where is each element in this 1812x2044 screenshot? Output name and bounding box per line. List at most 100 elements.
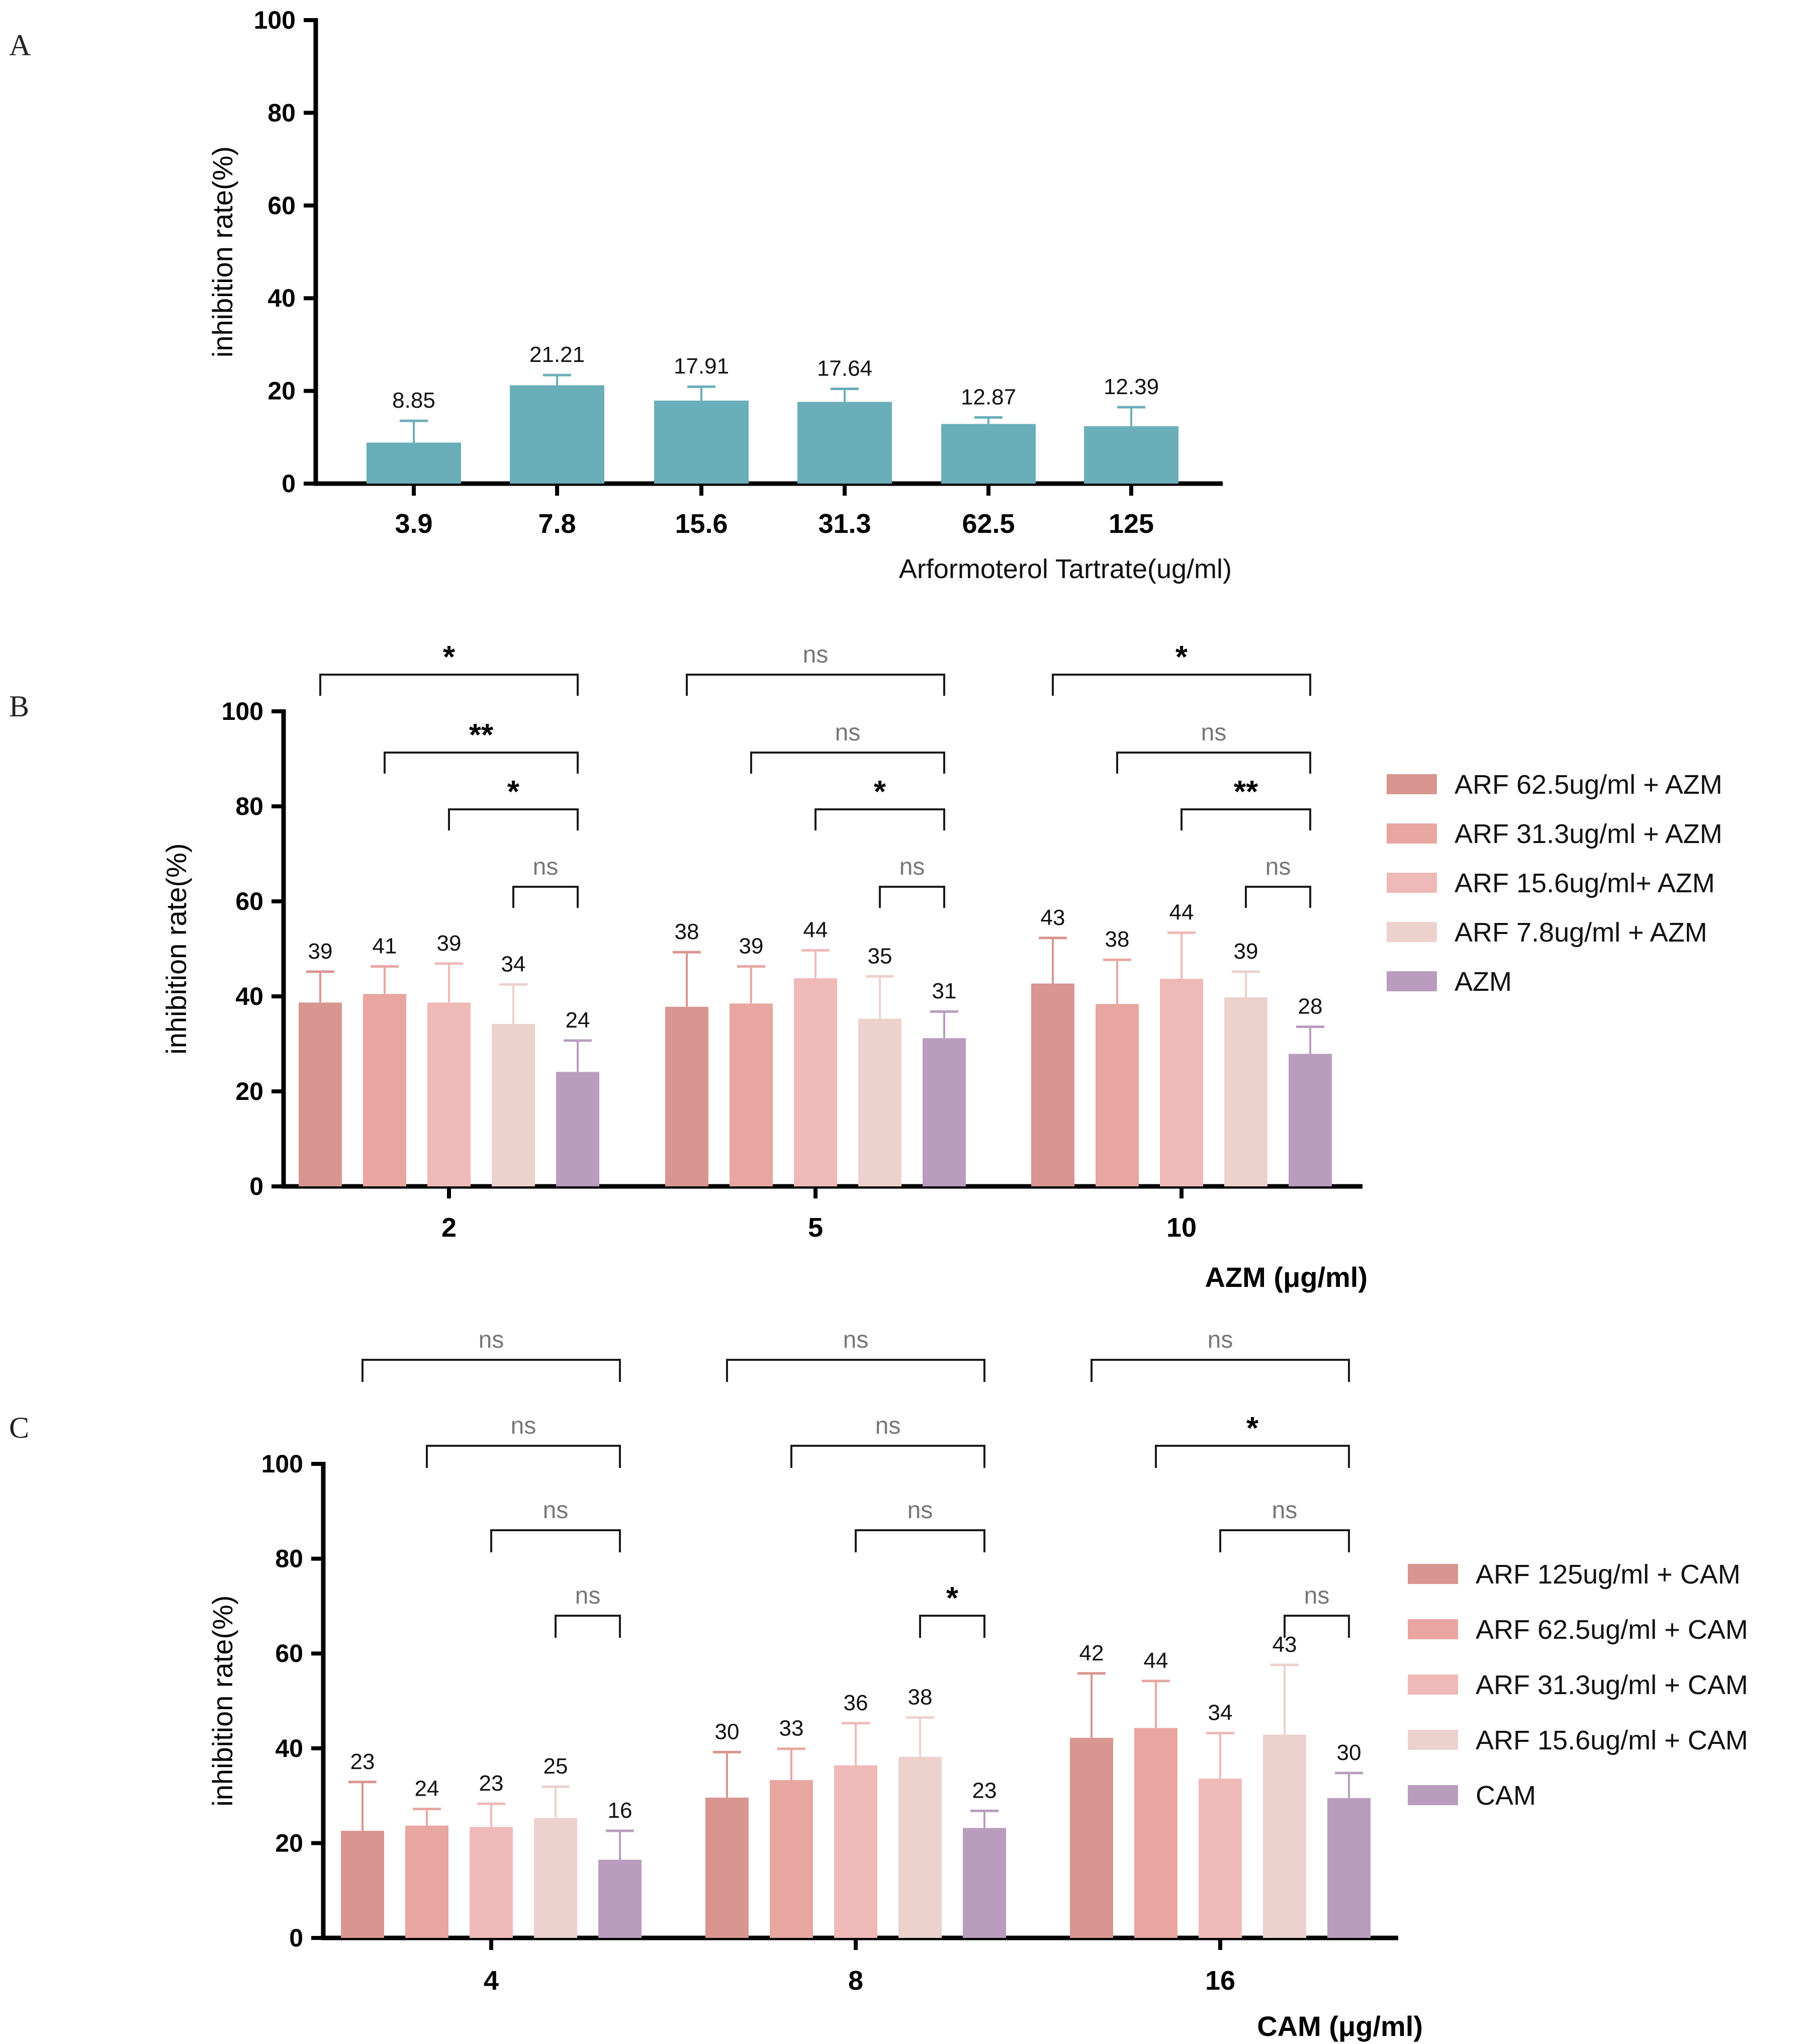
panel-letter: A: [9, 29, 31, 62]
legend-swatch: [1387, 922, 1437, 942]
bar: [492, 1024, 535, 1186]
bar: [1289, 1054, 1332, 1186]
data-label: 24: [566, 1008, 590, 1033]
significance-label: ns: [908, 1497, 933, 1524]
legend-label: ARF 125ug/ml + CAM: [1476, 1559, 1741, 1590]
significance-bracket: [790, 1445, 985, 1468]
legend-swatch: [1408, 1730, 1458, 1750]
bar: [1160, 979, 1203, 1186]
x-tick-label: 16: [1205, 1966, 1235, 1996]
data-label: 42: [1079, 1641, 1104, 1665]
bar: [1084, 426, 1179, 484]
x-tick-label: 10: [1166, 1213, 1197, 1243]
significance-label: ns: [899, 854, 925, 880]
bar: [470, 1827, 513, 1938]
significance-label: *: [507, 775, 520, 809]
bar: [794, 978, 837, 1186]
legend: ARF 62.5ug/ml + AZM ARF 31.3ug/ml + AZM AR…: [1387, 770, 1723, 997]
y-tick-label: 40: [235, 982, 263, 1010]
bar: [1031, 983, 1074, 1186]
legend-swatch: [1408, 1564, 1458, 1584]
bar: [1199, 1779, 1242, 1938]
significance-label: *: [874, 775, 886, 809]
data-label: 39: [1234, 939, 1258, 964]
legend-swatch: [1408, 1675, 1458, 1695]
data-label: 38: [908, 1685, 933, 1710]
panel-c: C 0 20 40 60 80 100 inhibition rate(%) CAM (μg/m…: [9, 1327, 1748, 2042]
x-tick-label: 4: [484, 1966, 499, 1996]
data-label: 30: [715, 1719, 740, 1744]
significance-bracket: [1245, 886, 1311, 908]
bar: [405, 1825, 448, 1938]
panel-letter: C: [9, 1411, 29, 1444]
significance-bracket: [426, 1445, 621, 1468]
significance-label: *: [946, 1581, 959, 1616]
significance-label: ns: [575, 1583, 601, 1609]
bar: [1327, 1798, 1371, 1938]
data-label: 23: [479, 1771, 504, 1796]
significance-bracket: [879, 886, 945, 908]
significance-label: *: [443, 640, 456, 675]
y-tick-label: 80: [275, 1545, 303, 1573]
data-label: 31: [932, 979, 957, 1003]
significance-bracket: [1284, 1615, 1350, 1638]
data-label: 41: [373, 934, 397, 958]
significance-label: ns: [1272, 1497, 1298, 1524]
bar: [834, 1765, 877, 1938]
significance-bracket: [1116, 752, 1311, 774]
y-tick-label: 40: [275, 1734, 303, 1762]
bar: [1224, 997, 1267, 1186]
significance-bracket: [361, 1359, 621, 1382]
significance-bracket: [319, 674, 579, 696]
significance-bracket: [384, 752, 579, 774]
y-tick-label: 60: [267, 192, 296, 220]
y-tick-label: 80: [267, 99, 296, 127]
y-tick-label: 0: [282, 470, 296, 498]
significance-label: **: [469, 718, 494, 753]
significance-label: ns: [1304, 1583, 1330, 1609]
data-label: 23: [350, 1749, 375, 1774]
legend-label: ARF 31.3ug/ml + AZM: [1455, 819, 1723, 849]
bar: [534, 1818, 577, 1938]
y-tick-label: 80: [235, 792, 263, 820]
y-tick-label: 0: [289, 1924, 303, 1952]
significance-bracket: [855, 1529, 985, 1552]
significance-label: ns: [835, 719, 861, 746]
x-tick-label: 31.3: [818, 509, 871, 539]
y-tick-label: 100: [254, 6, 296, 34]
significance-bracket: [1219, 1529, 1350, 1552]
legend-label: ARF 62.5ug/ml + AZM: [1455, 770, 1723, 800]
data-label: 34: [501, 952, 526, 976]
data-label: 33: [779, 1716, 804, 1741]
data-label: 35: [868, 944, 892, 968]
significance-bracket: [814, 808, 945, 830]
y-axis-label: inhibition rate(%): [160, 843, 192, 1054]
y-axis-label: inhibition rate(%): [207, 1595, 238, 1806]
data-label: 43: [1041, 905, 1065, 930]
x-tick-label: 62.5: [962, 509, 1015, 539]
bar: [598, 1860, 642, 1938]
legend-swatch: [1408, 1619, 1458, 1639]
x-tick-label: 2: [441, 1213, 457, 1243]
data-label: 23: [972, 1778, 997, 1803]
significance-bracket: [1181, 808, 1311, 830]
legend-label: AZM: [1455, 967, 1512, 997]
bar: [941, 424, 1036, 484]
x-tick-label: 7.8: [538, 509, 576, 539]
significance-bracket: [686, 674, 945, 696]
significance-bracket: [1155, 1445, 1350, 1468]
data-label: 39: [739, 934, 764, 958]
bar: [1070, 1738, 1113, 1938]
significance-label: **: [1234, 775, 1258, 809]
legend-swatch: [1408, 1785, 1458, 1805]
panel-letter: B: [9, 690, 29, 723]
y-tick-label: 60: [275, 1639, 303, 1667]
bar: [299, 1002, 342, 1186]
significance-label: ns: [875, 1413, 901, 1439]
bar: [898, 1756, 942, 1938]
y-axis-label: inhibition rate(%): [207, 146, 238, 357]
legend-swatch: [1387, 774, 1437, 794]
y-tick-label: 0: [249, 1172, 263, 1200]
data-label: 8.85: [392, 388, 435, 413]
data-label: 38: [675, 919, 699, 944]
